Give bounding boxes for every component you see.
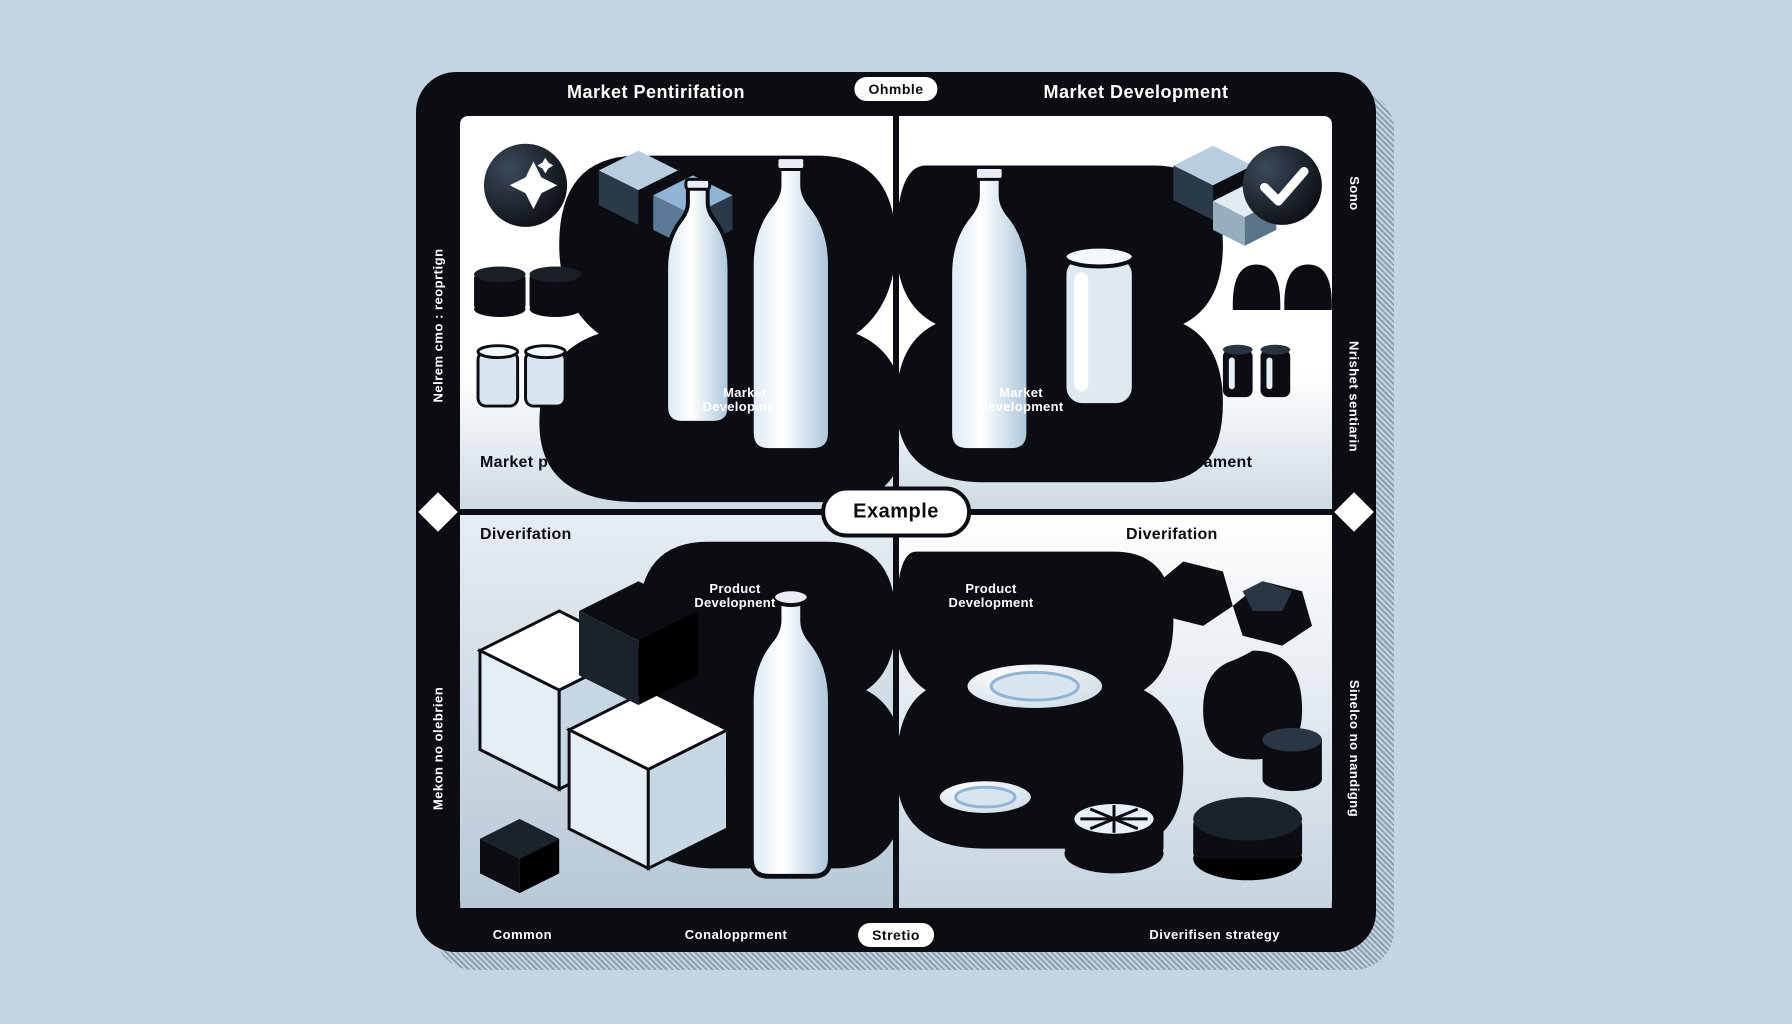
diamond-left xyxy=(418,492,458,532)
quadrant-bl: Diverifation ProductDevelopnent xyxy=(460,512,896,908)
br-row-label: Diverifation xyxy=(1126,526,1286,544)
tl-row-label: Market pentiration xyxy=(480,454,700,472)
bl-row-label: Diverifation xyxy=(480,526,640,544)
edge-bottom-right: Diverifisen strategy xyxy=(1149,927,1280,942)
matrix-card: Market Pentirifation Market Development … xyxy=(416,72,1376,952)
edge-top-left: Market Pentirifation xyxy=(416,82,896,103)
quadrant-tr-art xyxy=(896,116,1332,512)
edge-left-lower: Mekon no olebrien xyxy=(431,687,446,810)
bottom-pill: Stretio xyxy=(855,920,937,950)
br-blob-label: ProductDevelopment xyxy=(936,582,1046,609)
bl-blob-label: ProductDevelopnent xyxy=(680,582,790,609)
quadrant-br-art xyxy=(896,512,1332,908)
top-pill: Ohmble xyxy=(851,74,940,104)
edge-bottom-left-a: Common xyxy=(493,927,552,942)
quadrant-bl-art xyxy=(460,512,896,908)
matrix-grid: MarketDevelopment Market pentiration xyxy=(460,116,1332,908)
quadrant-tr: MarketDevelopment Product Developament xyxy=(896,116,1332,512)
tl-blob-label: MarketDevelopment xyxy=(690,386,800,413)
edge-bottom-left-b: Conalopprment xyxy=(685,927,788,942)
edge-right-top: Sono xyxy=(1347,177,1362,212)
quadrant-br: Diverifation ProductDevelopment xyxy=(896,512,1332,908)
edge-top-right: Market Development xyxy=(896,82,1376,103)
quadrant-tl-art xyxy=(460,116,896,512)
card: Market Pentirifation Market Development … xyxy=(416,72,1376,952)
diamond-right xyxy=(1334,492,1374,532)
edge-left-upper: Nelrem cmo : reoprtign xyxy=(431,249,446,403)
edge-right-upper: Nrishet sentiarin xyxy=(1347,341,1362,452)
tr-blob-label: MarketDevelopment xyxy=(966,386,1076,413)
center-pill: Example xyxy=(821,487,971,538)
edge-right-lower: Sinelco no nandigng xyxy=(1347,680,1362,817)
quadrant-tl: MarketDevelopment Market pentiration xyxy=(460,116,896,512)
tr-row-label: Product Developament xyxy=(1072,454,1312,472)
